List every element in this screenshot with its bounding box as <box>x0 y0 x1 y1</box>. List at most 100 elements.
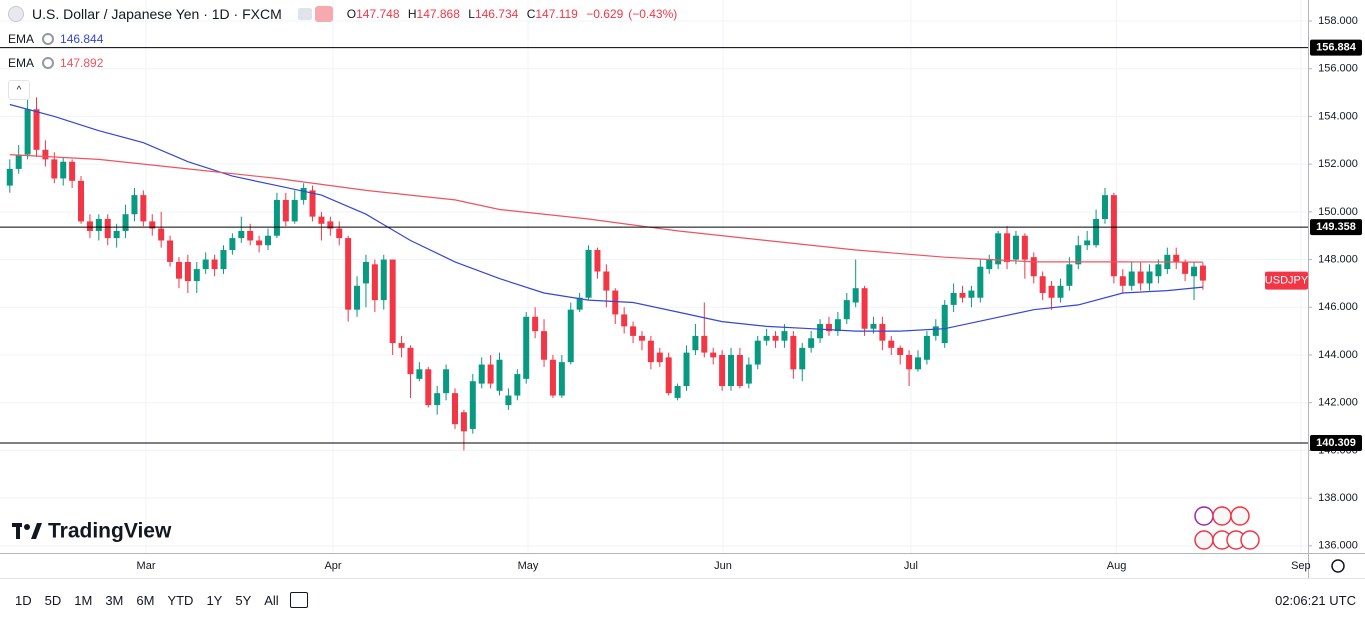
candle-body <box>425 369 432 406</box>
y-tick-label: 148.000 <box>1318 253 1358 265</box>
candle-body <box>754 340 761 365</box>
candle-body <box>478 364 485 384</box>
candle-body <box>42 149 49 160</box>
ema-line <box>9 103 1203 332</box>
candle-body <box>674 386 681 398</box>
ema-icon[interactable] <box>42 33 55 45</box>
market-icon[interactable] <box>314 6 333 22</box>
candle-body <box>158 228 165 241</box>
candle-body <box>1057 285 1064 298</box>
ohlc: O147.748 H147.868 L146.734 C147.119 −0.6… <box>347 7 683 21</box>
candle-body <box>1075 245 1082 265</box>
y-tick-label: 144.000 <box>1318 349 1358 361</box>
candle-body <box>407 347 414 375</box>
candle-body <box>1191 266 1198 277</box>
candle-body <box>728 354 735 387</box>
range-button[interactable]: 3M <box>105 593 124 608</box>
range-button[interactable]: 1Y <box>206 593 223 608</box>
candle-body <box>104 219 111 239</box>
candle-body <box>915 357 922 370</box>
candle-body <box>265 235 272 246</box>
x-tick-label: Mar <box>137 560 156 572</box>
range-button[interactable]: 1D <box>15 593 32 608</box>
symbol: U.S. Dollar / Japanese Yen · 1D · FXCM <box>32 6 282 22</box>
ema-name: EMA <box>8 32 35 46</box>
range-button[interactable]: All <box>264 593 279 608</box>
candle-body <box>282 199 289 222</box>
candle-body <box>1039 276 1046 293</box>
candle-body <box>398 343 405 348</box>
candle-body <box>932 326 939 336</box>
candle-body <box>888 340 895 348</box>
x-tick-label: Apr <box>324 560 341 572</box>
candle-body <box>1199 265 1206 281</box>
candle-body <box>60 161 67 179</box>
range-button[interactable]: 1M <box>74 593 93 608</box>
candle-body <box>790 335 797 370</box>
y-tick-label: 156.000 <box>1318 63 1358 75</box>
candle-body <box>585 250 592 298</box>
candle-body <box>995 233 1002 265</box>
ema-value: 147.892 <box>60 56 104 70</box>
chart: TradingView 136.000138.000140.000142.000… <box>0 0 1365 578</box>
candle-body <box>638 335 645 341</box>
ema-row: EMA 146.844 <box>8 32 103 46</box>
o-value: 147.748 <box>356 7 400 21</box>
ema-icon[interactable] <box>42 57 55 69</box>
candle-body <box>149 221 156 229</box>
collapse-button[interactable]: ^ <box>8 80 30 100</box>
candle-body <box>701 335 708 353</box>
symbol-label-bg <box>1265 271 1308 290</box>
candle-body <box>451 393 458 425</box>
candle-body <box>354 285 361 310</box>
level-label-bg <box>1310 39 1362 56</box>
range-button[interactable]: 6M <box>136 593 155 608</box>
o-key: O <box>346 7 357 21</box>
date-range-icon[interactable] <box>290 592 308 608</box>
candle-body <box>558 362 565 396</box>
candle-body <box>1101 195 1108 220</box>
x-tick-label: Jun <box>714 560 732 572</box>
candle-body <box>817 323 824 339</box>
settings-icon[interactable] <box>1331 559 1345 573</box>
range-button[interactable]: YTD <box>167 593 194 608</box>
candle-body <box>852 288 859 303</box>
compare-icon[interactable] <box>297 8 312 20</box>
candle-body <box>487 364 494 384</box>
level-label-bg <box>1310 219 1362 236</box>
symbol-header: U.S. Dollar / Japanese Yen · 1D · FXCM O… <box>8 6 682 22</box>
candle-body <box>968 290 975 298</box>
l-value: 146.734 <box>474 7 519 21</box>
h-value: 147.868 <box>416 7 460 21</box>
candle-body <box>380 259 387 301</box>
candle-body <box>781 331 788 341</box>
candle-body <box>612 290 619 315</box>
change: −0.629 <box>586 7 624 21</box>
y-tick-label: 150.000 <box>1318 206 1358 218</box>
range-buttons: 1D 5D 1M 3M 6M YTD 1Y 5Y All <box>15 593 292 608</box>
range-button[interactable]: 5D <box>44 593 62 608</box>
marks <box>6 97 1206 451</box>
candle-body <box>870 323 877 329</box>
candle-body <box>1182 261 1189 274</box>
candle-body <box>6 168 13 186</box>
candle-body <box>1110 195 1117 277</box>
candle-body <box>763 335 770 341</box>
candle-body <box>772 335 779 341</box>
candle-body <box>1155 264 1162 277</box>
candle-body <box>923 335 930 360</box>
candle-body <box>505 395 512 406</box>
c-value: 147.119 <box>535 7 578 21</box>
y-tick-label: 158.000 <box>1318 15 1358 27</box>
candle-body <box>665 357 672 394</box>
clock: 02:06:21 UTC <box>1275 593 1356 608</box>
candle-body <box>710 352 717 358</box>
candle-body <box>825 323 832 332</box>
candle-body <box>318 216 325 224</box>
range-button[interactable]: 5Y <box>235 593 252 608</box>
candle-body <box>683 352 690 387</box>
candle-body <box>861 288 868 329</box>
y-tick-label: 136.000 <box>1318 540 1358 552</box>
change-pct: (−0.43%) <box>628 7 678 21</box>
candle-body <box>371 264 378 301</box>
